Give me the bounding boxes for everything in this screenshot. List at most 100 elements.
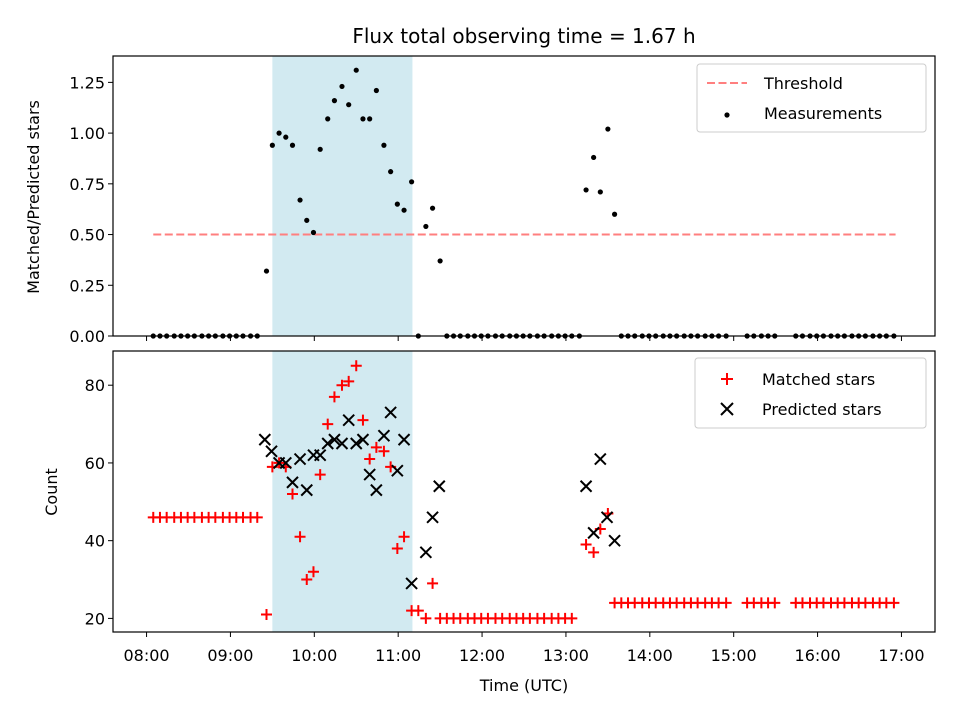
- matched-star-point: [343, 375, 355, 387]
- matched-star-point: [286, 488, 298, 500]
- top-shaded-span: [272, 56, 413, 336]
- matched-star-point: [350, 360, 362, 372]
- bottom-y-tick-label: 80: [85, 376, 105, 395]
- predicted-star-point: [397, 433, 411, 446]
- measurement-point: [317, 146, 323, 152]
- top-y-tick-label: 0.50: [69, 226, 105, 245]
- predicted-star-point: [321, 437, 334, 450]
- matched-star-point: [391, 542, 403, 554]
- top-y-tick-label: 1.00: [69, 124, 105, 143]
- legend-top-frame: [696, 63, 927, 133]
- measurement-point: [611, 211, 618, 217]
- matched-star-point: [720, 597, 732, 609]
- top-y-axis-label: Matched/Predicted stars: [24, 100, 43, 294]
- measurement-point: [367, 116, 373, 122]
- predicted-star-point: [258, 433, 272, 446]
- measurement-point: [591, 154, 597, 161]
- top-y-tick-label: 0.00: [69, 327, 105, 346]
- legend-matched-label: Matched stars: [762, 370, 875, 389]
- bottom-x-tick-label: 12:00: [459, 646, 505, 665]
- matched-star-point: [769, 597, 781, 609]
- matched-star-point: [301, 574, 313, 586]
- top-y-tick-label: 0.25: [69, 276, 105, 295]
- predicted-star-point: [377, 429, 391, 442]
- measurement-point: [297, 197, 303, 203]
- measurement-point: [409, 179, 415, 185]
- matched-star-point: [398, 531, 410, 543]
- measurement-point: [437, 258, 443, 264]
- matched-star-point: [260, 609, 272, 621]
- measurement-point: [331, 98, 338, 104]
- predicted-star-point: [419, 546, 433, 559]
- measurement-point: [388, 169, 394, 175]
- predicted-star-point: [356, 433, 370, 446]
- predicted-star-point: [608, 534, 621, 547]
- predicted-star-point: [384, 406, 397, 419]
- chart-title: Flux total observing time = 1.67 h: [352, 24, 695, 48]
- legend-bottom-frame: [694, 357, 927, 429]
- legend-measurements-label: Measurements: [764, 104, 882, 123]
- measurement-point: [353, 67, 359, 73]
- legend-threshold-label: Threshold: [763, 74, 843, 93]
- legend-predicted-label: Predicted stars: [762, 400, 882, 419]
- predicted-star-point: [300, 483, 313, 497]
- matched-star-point: [314, 469, 326, 481]
- bottom-x-tick-label: 10:00: [291, 646, 337, 665]
- top-y-tick-label: 0.75: [69, 175, 105, 194]
- predicted-star-point: [342, 413, 355, 427]
- bottom-x-tick-label: 11:00: [375, 646, 421, 665]
- measurement-point: [401, 207, 407, 213]
- predicted-star-point: [265, 445, 278, 458]
- top-axes-frame: [112, 55, 936, 337]
- bottom-panel: 20 40 60 80 08:00 09:00 10:00 11:00 12:00 13:00 14…: [85, 350, 936, 665]
- matched-star-point: [364, 453, 376, 465]
- predicted-star-point: [587, 526, 600, 540]
- matched-star-point: [370, 441, 382, 453]
- bottom-x-tick-label: 13:00: [543, 646, 589, 665]
- bottom-shaded-span: [272, 351, 413, 632]
- bottom-y-tick-label: 40: [85, 532, 105, 551]
- bottom-x-tick-label: 16:00: [795, 646, 841, 665]
- predicted-star-point: [579, 480, 593, 493]
- measurement-point: [360, 116, 366, 122]
- measurement-point: [276, 130, 282, 136]
- legend-matched-marker: [721, 373, 733, 385]
- matched-star-point: [566, 612, 578, 624]
- matched-star-point: [307, 566, 319, 578]
- matched-star-point: [427, 577, 439, 589]
- top-panel: 0.00 0.25 0.50 0.75 1.00 1.25: [69, 55, 936, 346]
- predicted-star-point: [594, 452, 607, 466]
- matched-star-point: [328, 391, 340, 403]
- predicted-star-point: [293, 452, 307, 466]
- predicted-star-point: [600, 511, 614, 524]
- measurement-point: [381, 142, 387, 148]
- legend-bottom: Matched stars Predicted stars: [694, 357, 927, 429]
- matched-star-point: [580, 539, 592, 551]
- measurement-point: [283, 134, 289, 140]
- measurement-point: [373, 87, 379, 94]
- matched-star-point: [294, 531, 306, 543]
- x-axis-label: Time (UTC): [479, 676, 568, 695]
- measurement-point: [583, 187, 589, 193]
- measurement-point: [304, 217, 310, 223]
- bottom-y-axis-label: Count: [42, 468, 61, 516]
- matched-star-point: [420, 612, 432, 624]
- predicted-star-point: [433, 480, 446, 493]
- predicted-star-point: [426, 511, 439, 524]
- measurement-point: [263, 268, 270, 274]
- predicted-star-point: [370, 483, 383, 497]
- bottom-x-tick-label: 17:00: [878, 646, 924, 665]
- bottom-x-tick-label: 14:00: [627, 646, 673, 665]
- legend-top: Threshold Measurements: [696, 63, 927, 133]
- measurement-point: [269, 142, 275, 148]
- legend-measurements-marker: [724, 112, 730, 118]
- measurement-point: [394, 201, 400, 207]
- matched-star-point: [888, 597, 900, 609]
- predicted-star-point: [405, 577, 418, 590]
- matched-star-point: [251, 511, 263, 523]
- predicted-star-point: [313, 448, 327, 462]
- matched-star-point: [336, 379, 348, 391]
- matched-star-point: [378, 445, 390, 457]
- measurement-point: [325, 116, 331, 122]
